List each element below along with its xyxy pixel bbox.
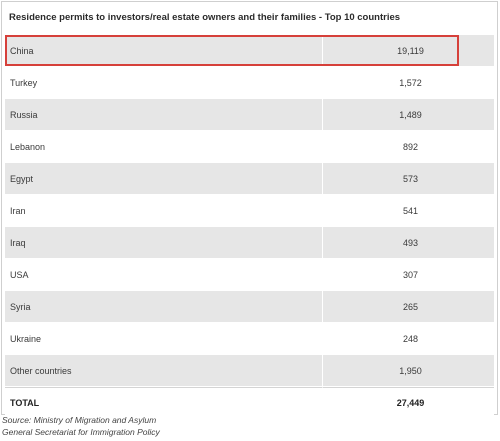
value-cell: 892 [323, 131, 494, 162]
table-row: Russia 1,489 [5, 99, 494, 131]
total-label: TOTAL [5, 387, 323, 418]
table-row: Lebanon 892 [5, 131, 494, 163]
country-cell: USA [5, 259, 323, 290]
country-cell: Ukraine [5, 323, 323, 354]
table-frame: Residence permits to investors/real esta… [1, 1, 498, 419]
country-cell: Other countries [5, 355, 323, 386]
country-cell: Iraq [5, 227, 323, 258]
table-title: Residence permits to investors/real esta… [9, 12, 401, 23]
table-row: Egypt 573 [5, 163, 494, 195]
value-cell: 573 [323, 163, 494, 194]
country-cell: Lebanon [5, 131, 323, 162]
value-cell: 541 [323, 195, 494, 226]
value-cell: 1,489 [323, 99, 494, 130]
value-cell: 19,119 [323, 35, 494, 66]
country-cell: Iran [5, 195, 323, 226]
table-row: Turkey 1,572 [5, 67, 494, 99]
value-cell: 307 [323, 259, 494, 290]
value-cell: 248 [323, 323, 494, 354]
table-row: USA 307 [5, 259, 494, 291]
source-line-ministry: Source: Ministry of Migration and Asylum [2, 415, 157, 425]
permits-table: China 19,119 Turkey 1,572 Russia 1,489 L… [5, 35, 494, 419]
source-note: Source: Ministry of Migration and Asylum… [2, 414, 160, 438]
value-cell: 1,950 [323, 355, 494, 386]
value-cell: 1,572 [323, 67, 494, 98]
table-row: Syria 265 [5, 291, 494, 323]
country-cell: China [5, 35, 323, 66]
table-row: Iraq 493 [5, 227, 494, 259]
total-value: 27,449 [323, 387, 494, 418]
table-row: Ukraine 248 [5, 323, 494, 355]
value-cell: 265 [323, 291, 494, 322]
country-cell: Turkey [5, 67, 323, 98]
table-row: Iran 541 [5, 195, 494, 227]
country-cell: Russia [5, 99, 323, 130]
table-row: China 19,119 [5, 35, 494, 67]
total-row: TOTAL 27,449 [5, 387, 494, 419]
country-cell: Syria [5, 291, 323, 322]
table-row: Other countries 1,950 [5, 355, 494, 387]
value-cell: 493 [323, 227, 494, 258]
source-line-secretariat: General Secretariat for Immigration Poli… [2, 427, 160, 437]
country-cell: Egypt [5, 163, 323, 194]
